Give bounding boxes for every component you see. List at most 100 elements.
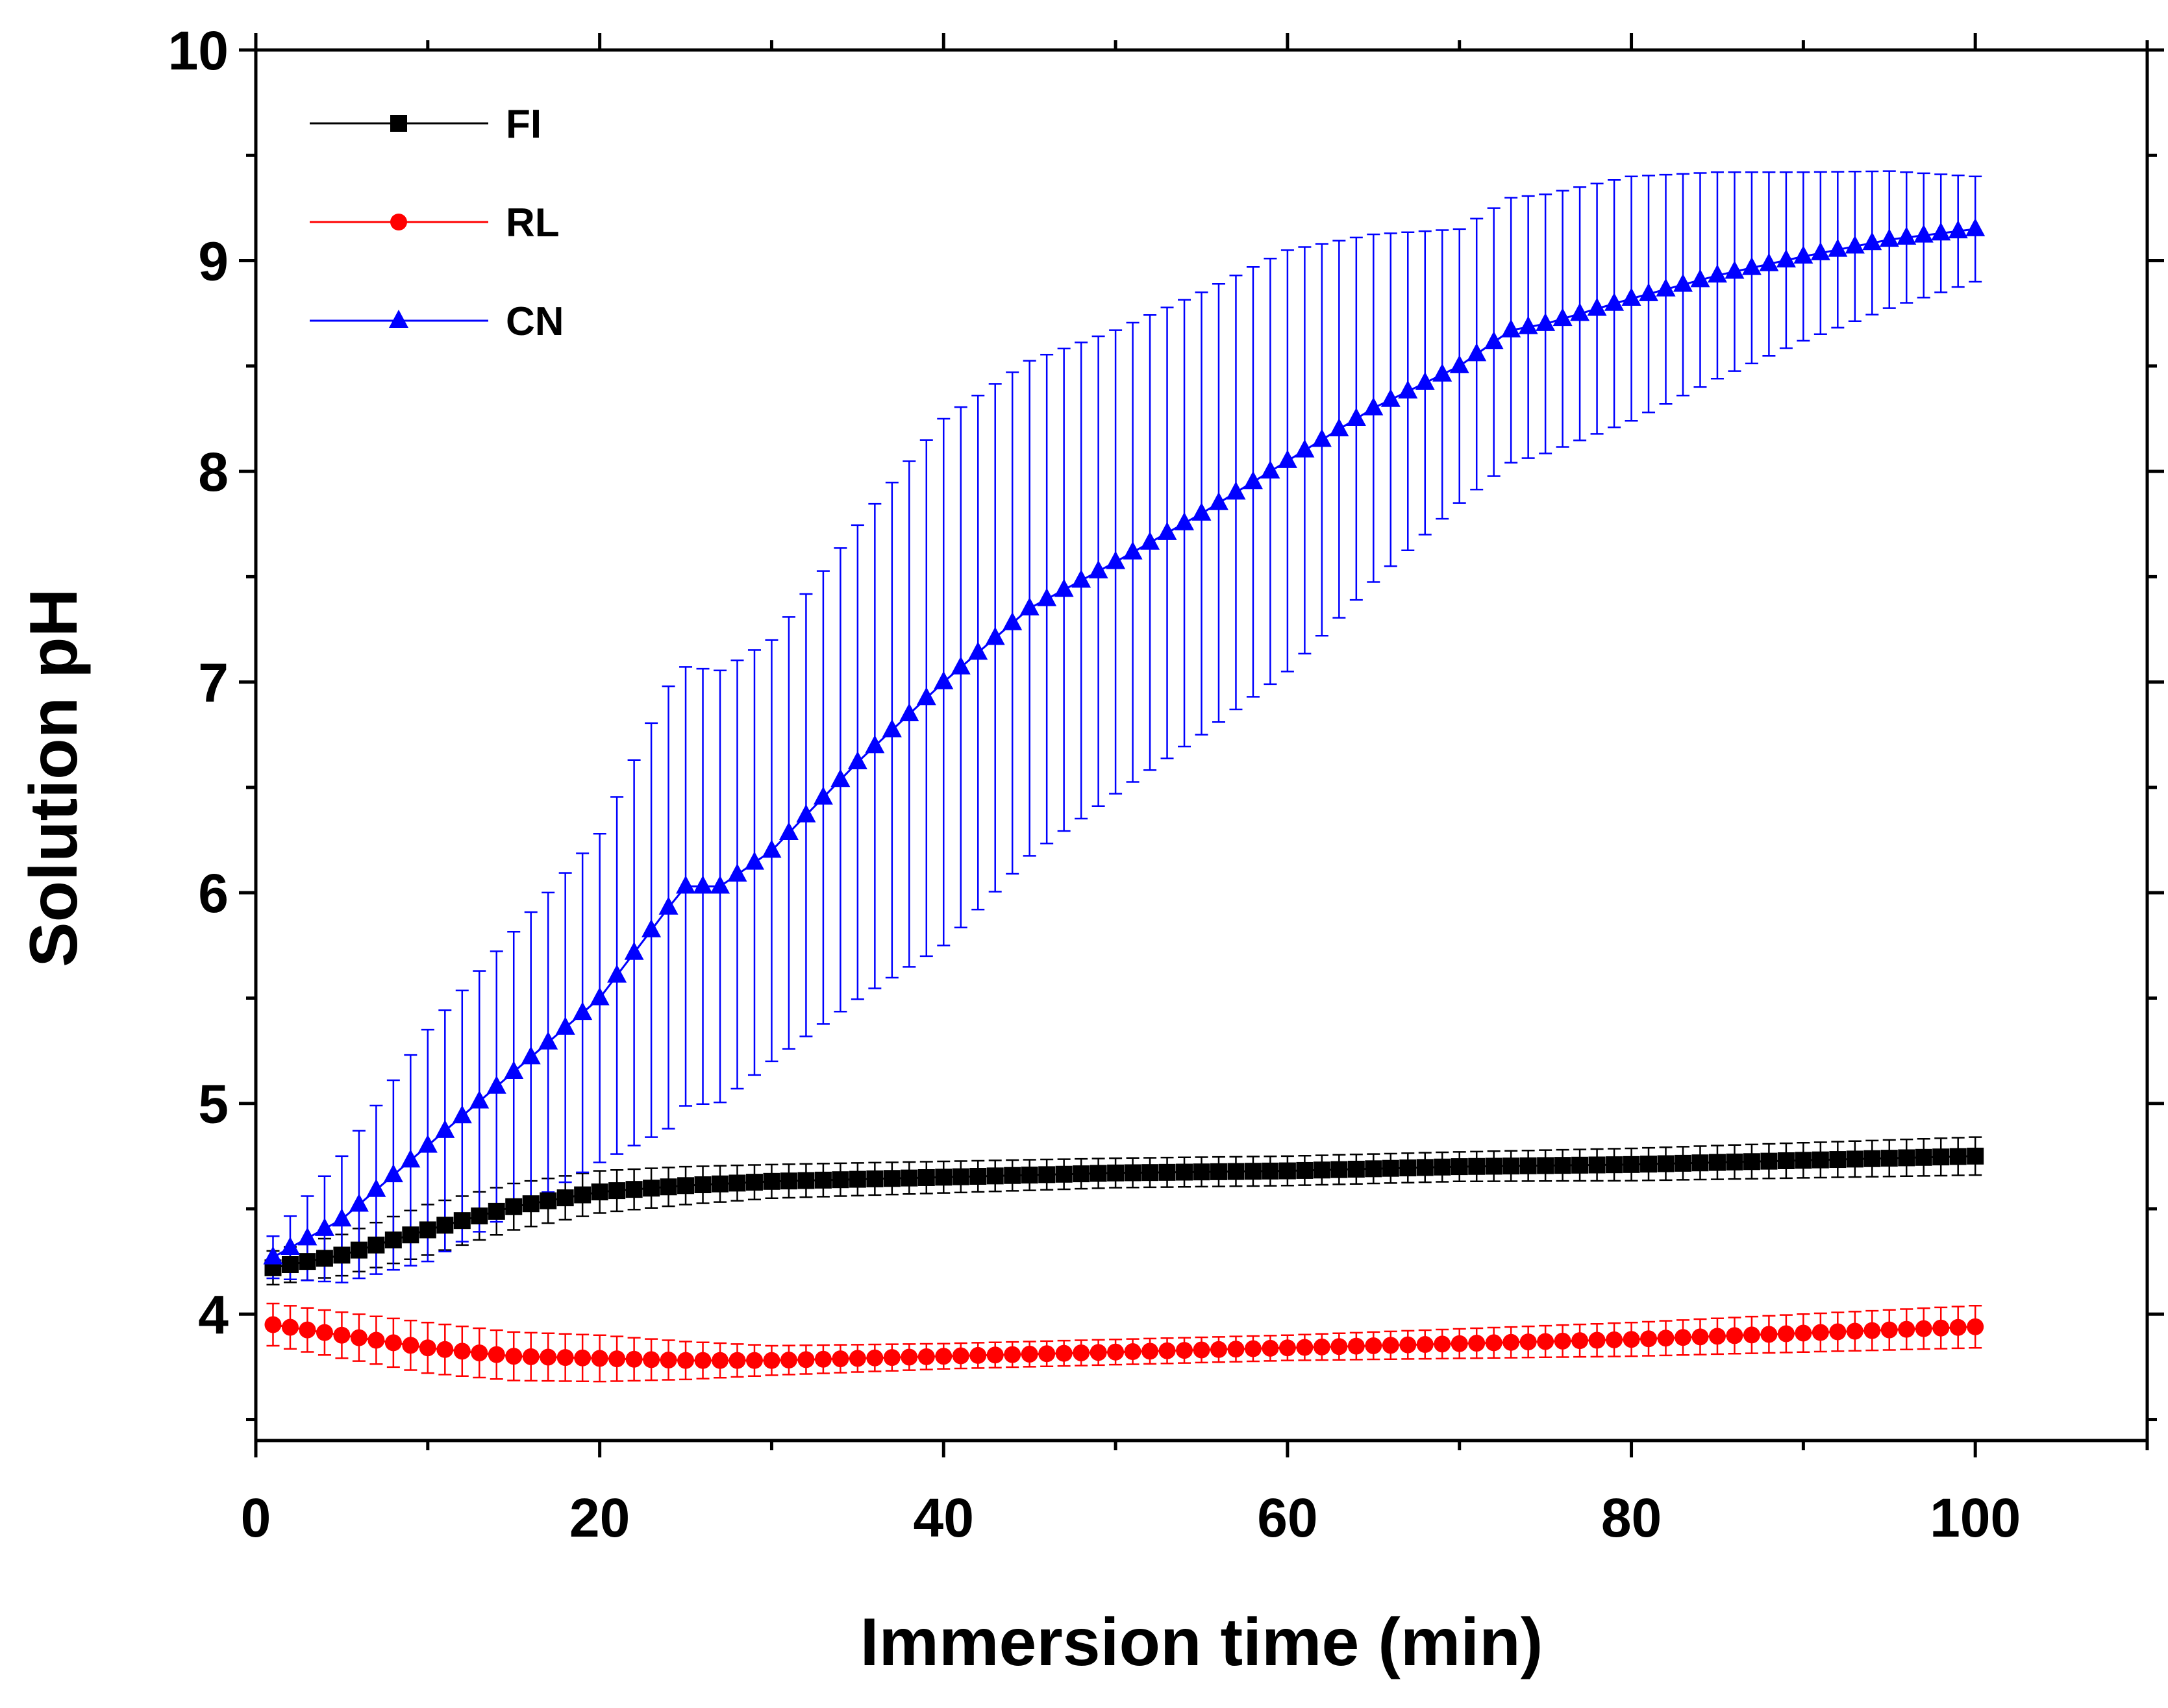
cn-point: [624, 941, 644, 960]
rl-point: [1090, 1344, 1107, 1361]
rl-point: [1606, 1331, 1623, 1348]
cn-point: [1260, 460, 1280, 479]
fi-point: [488, 1202, 505, 1220]
cn-point: [1707, 264, 1727, 283]
rl-point: [368, 1331, 385, 1349]
cn-series: [263, 217, 1986, 1265]
y-tick-label: 9: [198, 231, 229, 292]
fi-point: [1640, 1156, 1658, 1173]
fi-point: [1674, 1154, 1691, 1172]
fi-point: [1606, 1156, 1623, 1174]
rl-point: [1055, 1344, 1073, 1362]
legend-marker-cn: [389, 310, 408, 328]
fi-point: [1812, 1151, 1829, 1169]
rl-point: [1485, 1334, 1502, 1352]
fi-point: [608, 1182, 626, 1200]
rl-point: [1193, 1341, 1210, 1359]
fi-point: [1055, 1165, 1073, 1183]
legend-label-rl: RL: [506, 201, 560, 245]
cn-point: [1879, 229, 1899, 247]
cn-point: [865, 735, 885, 754]
rl-point: [1451, 1335, 1468, 1352]
y-tick-label: 5: [198, 1074, 229, 1135]
fi-point: [1949, 1148, 1967, 1165]
rl-point: [1278, 1339, 1296, 1357]
rl-point: [522, 1348, 540, 1365]
cn-point: [521, 1046, 541, 1065]
fi-point: [1210, 1163, 1227, 1180]
cn-point: [642, 919, 662, 937]
cn-point: [1329, 418, 1349, 437]
rl-point: [471, 1344, 488, 1361]
cn-point: [1639, 282, 1659, 301]
fi-point: [745, 1174, 763, 1191]
y-tick-label: 8: [198, 441, 229, 502]
cn-point: [779, 822, 799, 841]
cn-point: [1484, 331, 1504, 350]
rl-point: [1829, 1323, 1847, 1341]
rl-point: [436, 1341, 454, 1358]
rl-point: [1846, 1322, 1863, 1340]
fi-point: [1571, 1156, 1589, 1174]
rl-point: [935, 1348, 953, 1365]
cn-point: [573, 1002, 593, 1021]
cn-point: [1965, 217, 1986, 236]
fi-point: [849, 1170, 866, 1188]
rl-point: [1262, 1339, 1279, 1357]
cn-point: [555, 1016, 575, 1035]
x-axis-title: Immersion time (min): [860, 1605, 1543, 1680]
rl-error-bars: [266, 1302, 1982, 1383]
rl-series: [264, 1316, 1984, 1369]
rl-point: [333, 1326, 351, 1344]
cn-point: [796, 804, 816, 823]
cn-point: [1432, 363, 1452, 382]
cn-point: [934, 671, 954, 689]
rl-point: [1777, 1325, 1795, 1343]
rl-point: [540, 1348, 557, 1366]
rl-point: [832, 1350, 849, 1368]
rl-point: [1176, 1342, 1193, 1359]
fi-point: [1399, 1159, 1417, 1177]
fi-point: [1193, 1163, 1210, 1181]
cn-point: [951, 656, 971, 675]
cn-point: [1037, 588, 1057, 606]
fi-point: [591, 1183, 608, 1201]
rl-point: [1502, 1333, 1520, 1351]
cn-point: [1913, 224, 1934, 243]
fi-point: [1416, 1159, 1434, 1176]
cn-point: [1019, 597, 1040, 616]
fi-point: [350, 1241, 368, 1259]
fi-point: [883, 1170, 901, 1187]
cn-point: [1741, 256, 1762, 275]
fi-point: [1382, 1159, 1399, 1177]
legend-label-cn: CN: [506, 299, 564, 344]
rl-point: [1863, 1322, 1881, 1339]
rl-point: [1468, 1335, 1486, 1352]
x-tick-label: 40: [914, 1487, 974, 1548]
cn-point: [486, 1075, 506, 1094]
cn-point: [1725, 260, 1745, 279]
fi-point: [1107, 1164, 1125, 1182]
fi-point: [419, 1221, 436, 1239]
rl-point: [1038, 1345, 1056, 1363]
cn-point: [1587, 297, 1607, 316]
cn-point: [1123, 541, 1143, 560]
cn-point: [417, 1134, 438, 1153]
fi-point: [797, 1172, 815, 1189]
plot-frame: [254, 48, 2149, 1442]
cn-point: [916, 687, 936, 706]
fi-point: [1554, 1157, 1571, 1174]
cn-point: [1364, 397, 1384, 415]
fi-point: [1915, 1148, 1932, 1166]
fi-point: [1846, 1150, 1863, 1168]
cn-point: [1140, 531, 1160, 550]
rl-point: [1571, 1332, 1589, 1350]
cn-point: [658, 896, 679, 915]
rl-point: [866, 1349, 884, 1367]
fi-point: [952, 1168, 969, 1185]
cn-point: [1071, 569, 1091, 588]
rl-point: [1726, 1327, 1743, 1344]
fi-point: [1365, 1160, 1382, 1178]
cn-point: [469, 1090, 490, 1109]
fi-point: [505, 1198, 523, 1215]
